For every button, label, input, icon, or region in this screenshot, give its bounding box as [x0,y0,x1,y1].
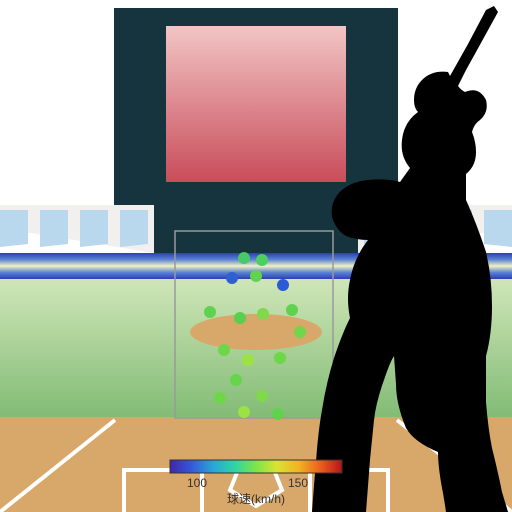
pitch-point-12 [274,352,286,364]
entrance-left-1 [40,210,68,247]
entrance-right-3 [484,210,512,247]
pitch-point-1 [256,254,268,266]
pitch-point-10 [218,344,230,356]
pitch-point-9 [294,326,306,338]
pitch-point-17 [214,392,226,404]
entrance-left-3 [120,210,148,247]
pitch-point-16 [272,408,284,420]
pitch-point-14 [256,390,268,402]
pitch-point-15 [238,406,250,418]
scoreboard-screen [166,26,346,182]
entrance-left-0 [0,210,28,247]
colorbar-tick-1: 150 [288,476,308,490]
colorbar [170,460,342,473]
pitch-point-3 [250,270,262,282]
pitch-point-2 [226,272,238,284]
pitch-point-8 [286,304,298,316]
pitch-location-chart: 100 150球速(km/h) [0,0,512,512]
pitch-point-5 [204,306,216,318]
pitch-point-6 [234,312,246,324]
pitch-point-4 [277,279,289,291]
pitch-point-0 [238,252,250,264]
pitch-point-7 [257,308,269,320]
colorbar-axis-label: 球速(km/h) [227,492,285,506]
entrance-left-2 [80,210,108,247]
pitch-point-11 [242,354,254,366]
colorbar-tick-0: 100 [187,476,207,490]
pitch-point-13 [230,374,242,386]
scoreboard-pillar [154,205,358,253]
